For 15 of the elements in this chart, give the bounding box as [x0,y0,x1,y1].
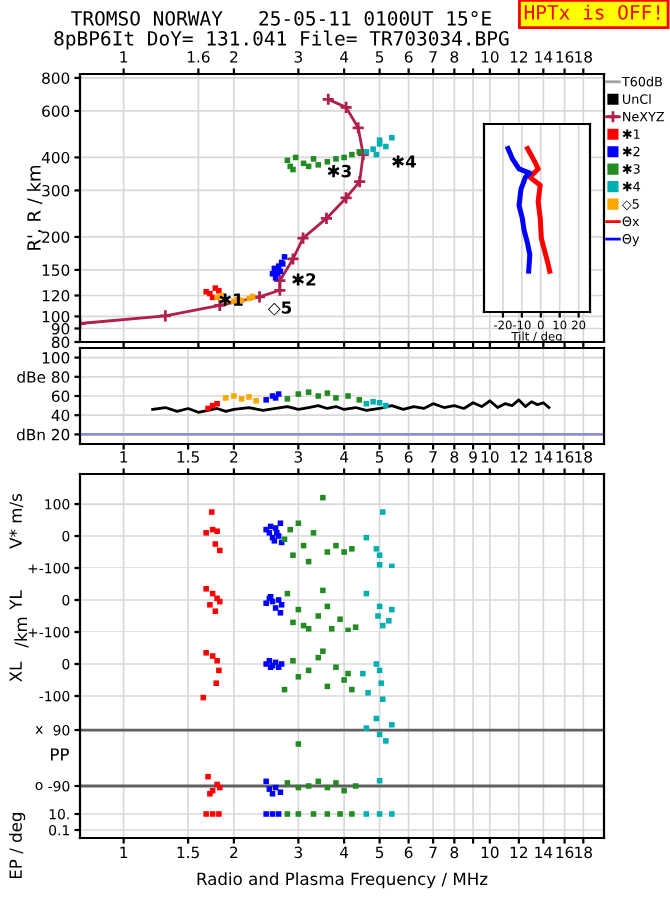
chart-subtitle: 8pBP6It DoY= 131.041 File= TR703034.BPG [54,30,509,50]
chart-title: TROMSO NORWAY 25-05-11 0100UT 15°E [71,10,491,26]
x-axis-title: Radio and Plasma Frequency / MHz [197,872,488,889]
text: HPTx is OFF! [524,4,660,20]
y-axis-title: PP [51,748,69,761]
annotation: ✱4 [392,155,416,168]
annotation: ✱2 [292,273,316,286]
y-axis-title: YL [9,590,22,610]
text: /km [14,617,29,648]
y-axis-title: R', R / km [26,165,43,250]
y-axis-title: V* m/s [9,494,24,549]
y-axis-title: XL [9,661,22,682]
annotation: ✱3 [327,164,351,178]
annotation: ◇5 [267,301,292,316]
y-axis-title: EP / deg [9,813,26,879]
